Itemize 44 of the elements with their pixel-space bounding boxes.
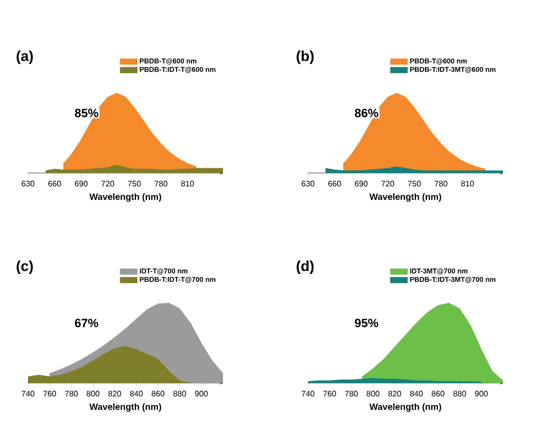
x-tick-label: 840: [410, 390, 423, 396]
chart-title: (b): [296, 50, 314, 64]
x-tick-label: 880: [173, 390, 186, 396]
x-tick-label: 740: [302, 390, 314, 396]
x-tick-label: 630: [302, 180, 314, 186]
x-tick-label: 900: [195, 390, 208, 396]
x-tick-label: 660: [48, 180, 61, 186]
x-tick-label: 880: [453, 390, 466, 396]
x-tick-label: 780: [154, 180, 168, 186]
x-tick-label: 860: [152, 390, 164, 396]
x-axis-title: Wavelength (nm): [369, 403, 442, 412]
x-tick-label: 810: [461, 180, 474, 186]
annotation: 86%: [354, 108, 378, 118]
x-tick-label: 690: [74, 180, 88, 186]
x-tick-label: 900: [475, 390, 488, 396]
x-tick-label: 860: [432, 390, 444, 396]
annotation: 85%: [74, 108, 98, 118]
x-tick-label: 780: [434, 180, 448, 186]
x-tick-label: 720: [102, 180, 114, 186]
x-tick-label: 750: [128, 180, 141, 186]
x-tick-label: 720: [382, 180, 394, 186]
chart-title: (a): [16, 50, 33, 64]
x-tick-label: 820: [108, 390, 122, 396]
x-tick-label: 630: [22, 180, 34, 186]
x-tick-label: 750: [408, 180, 421, 186]
chart-title: (d): [296, 260, 314, 274]
x-tick-label: 810: [181, 180, 194, 186]
x-tick-label: 660: [328, 180, 341, 186]
x-axis-title: Wavelength (nm): [89, 403, 162, 412]
x-tick-label: 800: [366, 390, 380, 396]
x-tick-label: 760: [43, 390, 56, 396]
annotation: 67%: [74, 318, 98, 328]
x-axis-title: Wavelength (nm): [369, 193, 442, 202]
x-tick-label: 760: [323, 390, 336, 396]
x-tick-label: 780: [65, 390, 78, 396]
chart-title: (c): [16, 260, 33, 274]
x-tick-label: 820: [388, 390, 402, 396]
annotation: 95%: [354, 318, 378, 328]
x-tick-label: 740: [22, 390, 34, 396]
x-tick-label: 840: [130, 390, 143, 396]
x-tick-label: 690: [354, 180, 368, 186]
x-tick-label: 780: [345, 390, 358, 396]
x-axis-title: Wavelength (nm): [89, 193, 162, 202]
x-tick-label: 800: [86, 390, 100, 396]
